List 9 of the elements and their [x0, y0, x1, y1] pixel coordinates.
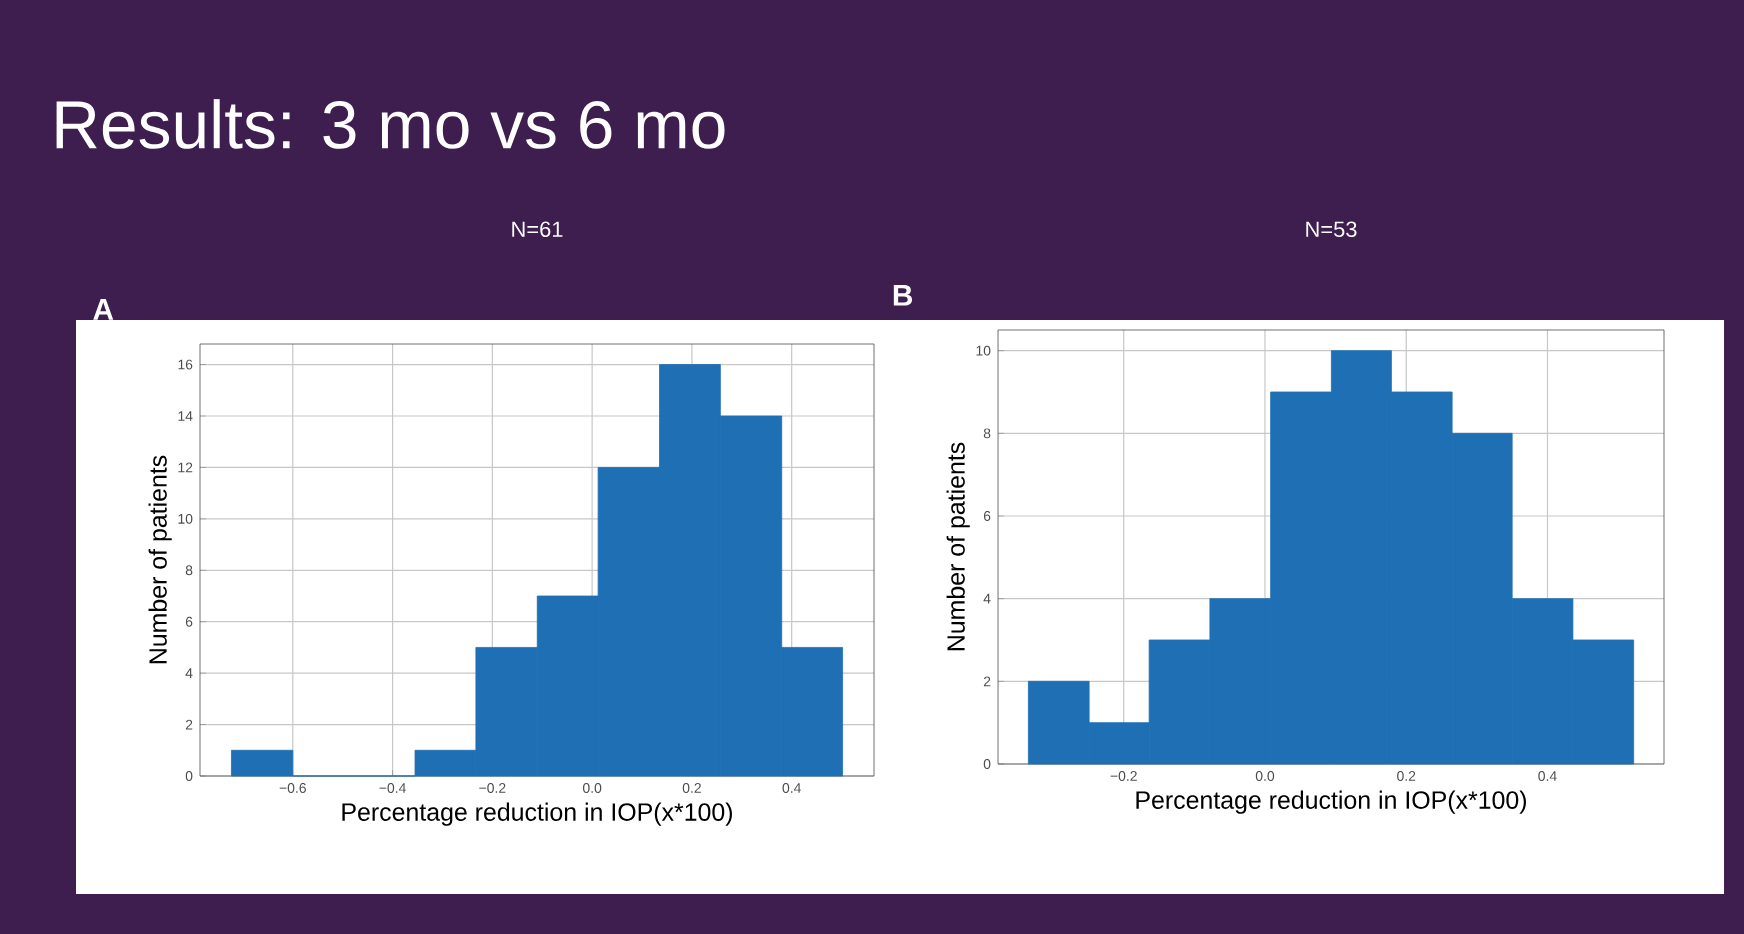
y-axis-title: Number of patients	[148, 455, 172, 664]
text: A	[93, 299, 114, 320]
x-axis-title: Percentage reduction in IOP(x*100)	[342, 802, 732, 826]
y-axis-title: Number of patients	[946, 442, 970, 651]
text: B	[893, 285, 913, 306]
x-axis-title: Percentage reduction in IOP(x*100)	[1136, 790, 1526, 814]
chart-title: N=53	[1306, 221, 1357, 237]
text: Results: 3 mo vs 6 mo	[56, 99, 725, 149]
chart-title: N=61	[512, 221, 563, 238]
